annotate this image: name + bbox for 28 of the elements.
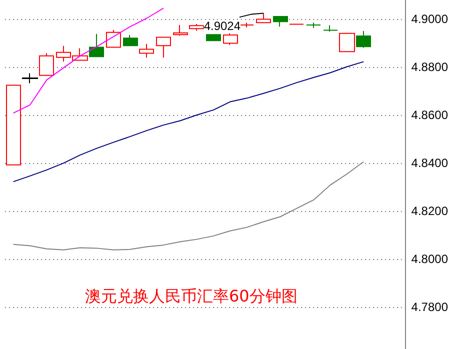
y-tick-label: 4.8600 bbox=[411, 108, 448, 122]
y-tick-label: 4.8400 bbox=[411, 156, 448, 170]
candlestick bbox=[6, 84, 21, 166]
candlestick bbox=[306, 22, 321, 28]
candlestick bbox=[206, 34, 221, 42]
y-tick-label: 4.9000 bbox=[411, 12, 448, 26]
candlestick bbox=[106, 30, 121, 48]
candlestick bbox=[139, 43, 154, 58]
candlestick bbox=[273, 16, 288, 28]
candlestick bbox=[156, 36, 171, 58]
candlestick bbox=[239, 22, 254, 28]
line-series bbox=[12, 8, 164, 114]
candlestick bbox=[339, 32, 355, 52]
text: 澳元兑换人民币汇率60分钟图 bbox=[85, 286, 298, 306]
candlestick bbox=[256, 12, 271, 24]
candlestick bbox=[89, 33, 104, 58]
candlestick bbox=[323, 24, 338, 32]
candlestick bbox=[22, 72, 38, 84]
annotation: 4.9024 bbox=[204, 19, 241, 34]
y-tick-label: 4.8000 bbox=[411, 252, 448, 266]
candlestick bbox=[39, 52, 54, 76]
candlestick bbox=[123, 34, 138, 46]
candlestick bbox=[173, 24, 188, 36]
y-tick-label: 4.8200 bbox=[411, 204, 448, 218]
line-series bbox=[12, 61, 364, 182]
candlestick bbox=[356, 30, 371, 48]
y-tick-label: 4.7800 bbox=[411, 300, 448, 314]
y-tick-label: 4.8800 bbox=[411, 60, 448, 74]
